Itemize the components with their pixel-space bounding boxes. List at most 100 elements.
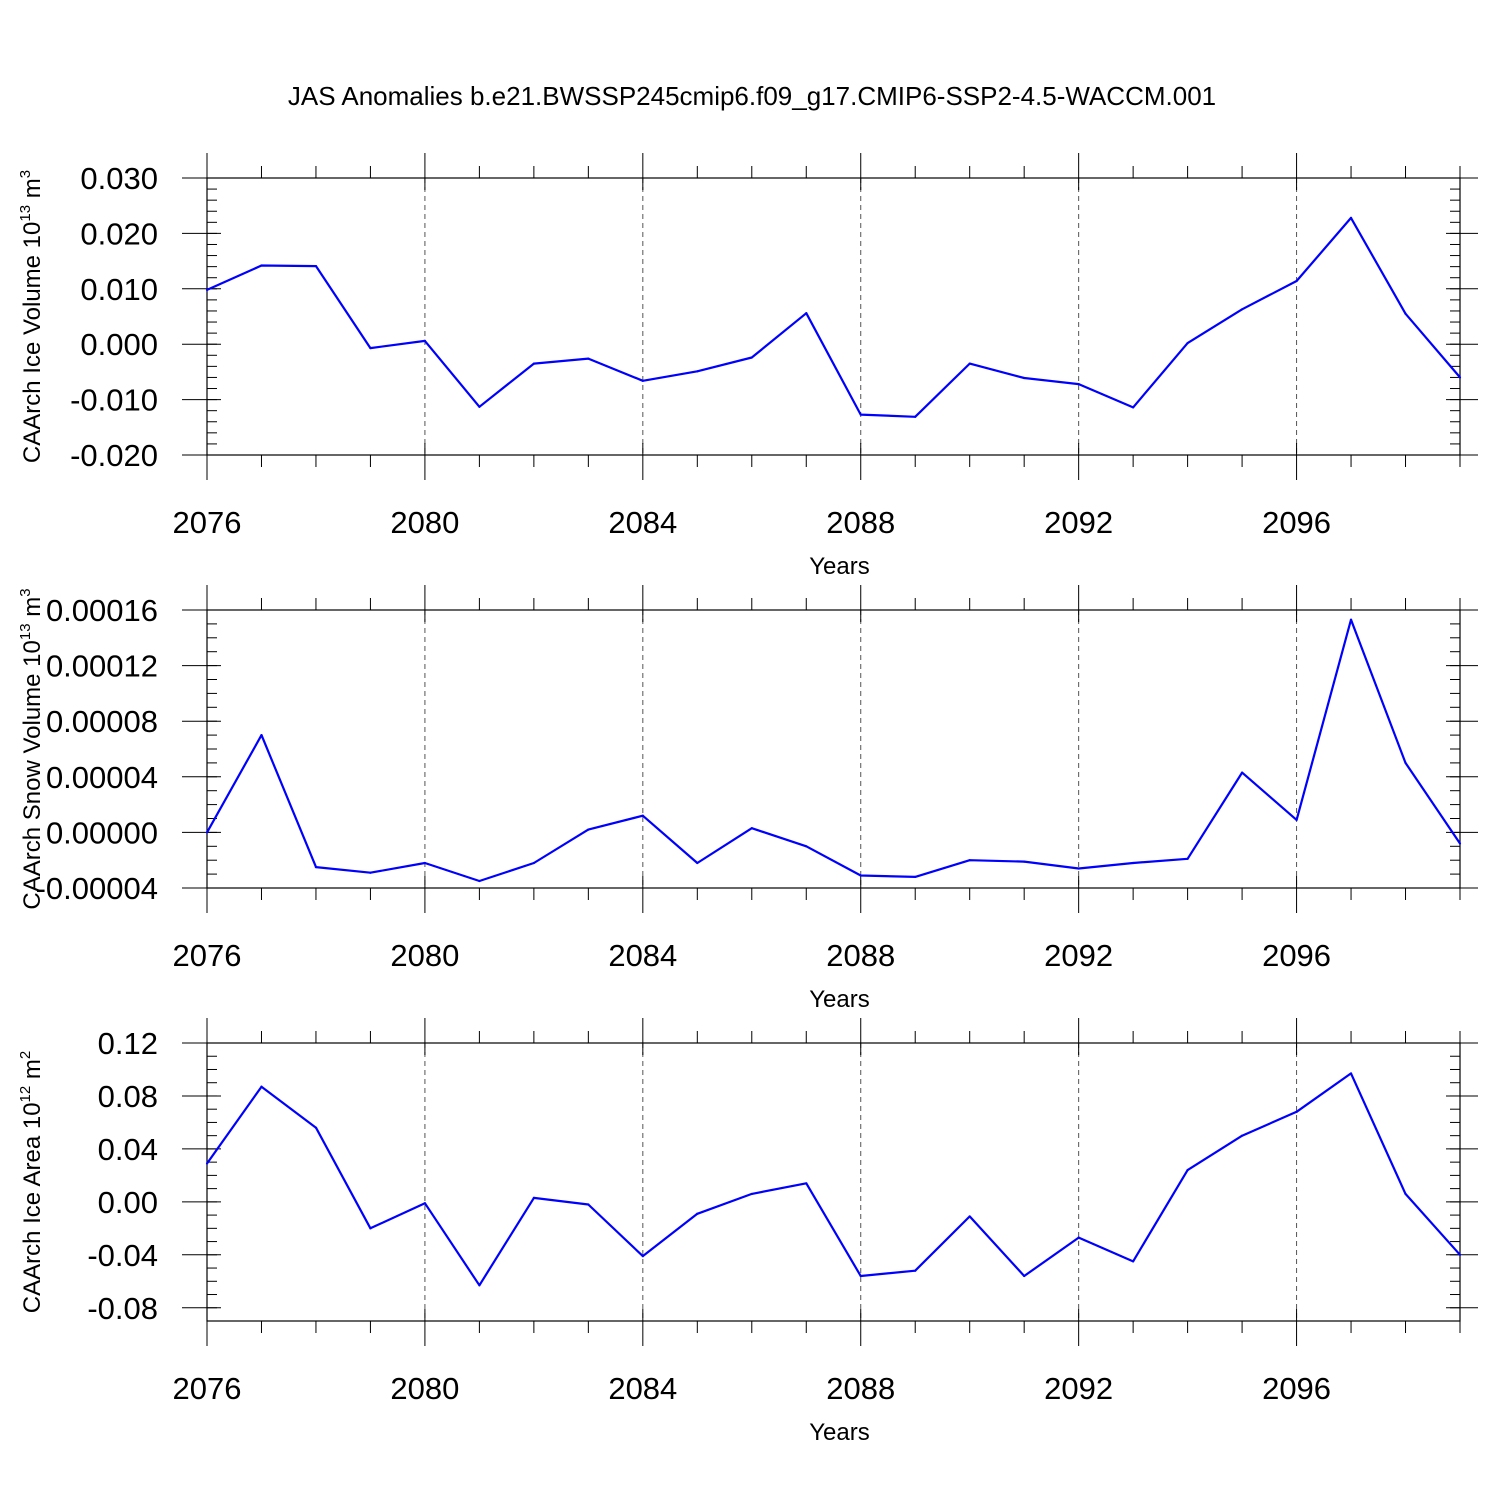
panel-1: 2076 2080 2084 2088 2092 2096 Years 0.030 0.020 0…: [17, 153, 1478, 580]
y-tick-label: -0.08: [87, 1291, 158, 1326]
data-point: [478, 1284, 481, 1287]
data-point: [696, 861, 699, 865]
x-tick-label: 2088: [826, 1371, 895, 1406]
data-point: [1077, 382, 1080, 386]
data-point: [260, 1085, 263, 1088]
data-point: [532, 861, 535, 865]
data-point: [968, 1215, 971, 1218]
y-axis-label-unit-exponent: 2: [17, 1051, 34, 1059]
data-point: [1404, 1192, 1407, 1196]
y-tick-label: -0.04: [87, 1238, 158, 1273]
y-axis-label-unit: m: [19, 178, 46, 205]
data-point: [750, 827, 753, 830]
y-tick-label: 0.00004: [46, 760, 158, 795]
data-point: [423, 861, 427, 865]
y-tick-label: -0.00004: [36, 871, 158, 906]
data-point: [314, 866, 318, 869]
data-point: [1404, 761, 1407, 765]
x-tick-label: 2096: [1262, 938, 1331, 973]
data-point: [859, 874, 862, 877]
data-point: [1132, 406, 1135, 409]
y-axis-label: CAArch Ice Volume 1013 m3: [17, 170, 46, 463]
y-axis-label-text: CAArch Snow Volume 10: [19, 640, 46, 909]
data-point: [314, 1126, 318, 1129]
y-axis-label: CAArch Snow Volume 1013 m3: [17, 588, 46, 909]
data-point: [1023, 376, 1026, 380]
x-tick-label: 2076: [173, 1371, 242, 1406]
data-point: [532, 362, 535, 365]
y-tick-label: -0.010: [70, 383, 158, 418]
data-point: [423, 339, 427, 342]
y-axis-label-exponent: 13: [17, 623, 34, 640]
x-tick-label: 2092: [1044, 1371, 1113, 1406]
data-point: [1186, 1168, 1189, 1172]
x-tick-label: 2092: [1044, 505, 1113, 540]
y-axis-label-exponent: 12: [17, 1086, 34, 1103]
data-point: [1458, 376, 1462, 379]
y-axis-label-text: CAArch Ice Volume 10: [19, 222, 46, 463]
y-tick-label: 0.00: [98, 1185, 158, 1220]
y-tick-label: 0.12: [98, 1026, 158, 1061]
data-point: [696, 370, 699, 373]
panel-3: 2076 2080 2084 2088 2092 2096 Years 0.12 0.08 0.0…: [17, 1018, 1478, 1446]
data-point: [205, 1162, 209, 1165]
series-line: [206, 216, 1461, 418]
data-point: [968, 859, 971, 862]
data-point: [532, 1196, 535, 1199]
series-line: [206, 1072, 1461, 1287]
x-tick-label: 2080: [390, 1371, 459, 1406]
y-tick-label: 0.00008: [46, 704, 158, 739]
data-point: [1023, 1274, 1026, 1278]
data-point: [423, 1202, 427, 1205]
x-tick-label: 2084: [608, 1371, 677, 1406]
y-tick-label: 0.04: [98, 1132, 158, 1167]
data-point: [1349, 216, 1353, 219]
y-tick-label: 0.00016: [46, 593, 158, 628]
data-point: [805, 845, 808, 848]
data-point: [641, 814, 644, 817]
data-point: [478, 405, 481, 408]
data-point: [260, 264, 263, 267]
y-tick-label: 0.00000: [46, 815, 158, 850]
y-tick-label: 0.030: [80, 161, 158, 196]
data-point: [1077, 1236, 1080, 1239]
data-point: [1349, 618, 1353, 621]
data-point: [587, 1203, 590, 1206]
data-point: [914, 1269, 917, 1272]
y-tick-label: 0.00012: [46, 649, 158, 684]
x-axis-label: Years: [809, 986, 870, 1013]
y-tick-label: -0.020: [70, 438, 158, 473]
y-axis-label: CAArch Ice Area 1012 m2: [17, 1051, 46, 1313]
x-tick-label: 2088: [826, 505, 895, 540]
chart-title: JAS Anomalies b.e21.BWSSP245cmip6.f09_g1…: [288, 81, 1216, 111]
data-point: [1186, 857, 1189, 860]
data-point: [968, 362, 971, 365]
data-point: [750, 1192, 753, 1196]
x-tick-label: 2084: [608, 938, 677, 973]
x-tick-label: 2092: [1044, 938, 1113, 973]
series-line: [206, 618, 1461, 883]
x-axis-label: Years: [809, 1419, 870, 1446]
y-tick-label: 0.010: [80, 272, 158, 307]
data-point: [369, 346, 372, 350]
x-tick-label: 2080: [390, 938, 459, 973]
x-tick-label: 2076: [173, 505, 242, 540]
plot-frame: [206, 177, 1461, 456]
data-point: [1186, 341, 1189, 345]
data-point: [260, 734, 263, 737]
x-axis-label: Years: [809, 553, 870, 580]
x-tick-label: 2084: [608, 505, 677, 540]
data-point: [914, 415, 917, 418]
data-point: [805, 1182, 808, 1185]
data-point: [696, 1212, 699, 1215]
data-point: [641, 1255, 644, 1258]
data-point: [641, 379, 644, 382]
data-point: [587, 357, 590, 360]
data-point: [369, 1227, 372, 1230]
y-axis-label-unit: m: [19, 597, 46, 624]
data-point: [1349, 1072, 1353, 1075]
x-tick-label: 2076: [173, 938, 242, 973]
data-point: [1458, 1253, 1462, 1256]
data-point: [750, 356, 753, 359]
panel-2: 2076 2080 2084 2088 2092 2096 Years 0.00016 0.00…: [17, 585, 1478, 1013]
